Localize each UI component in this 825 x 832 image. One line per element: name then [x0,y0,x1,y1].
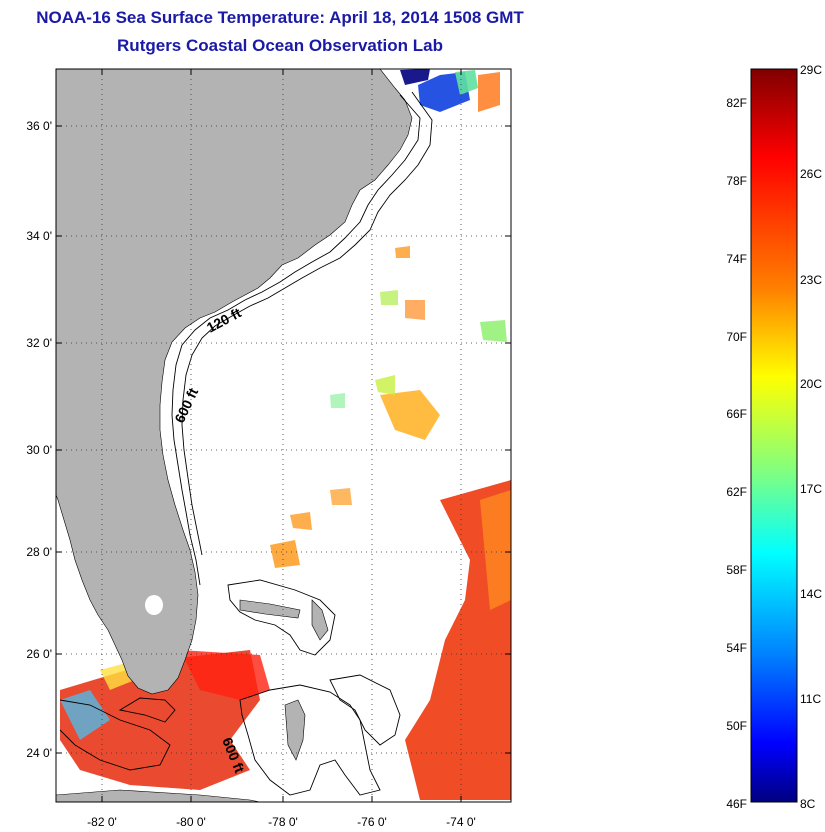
land-abaco [311,599,329,641]
map-ticks [56,69,511,802]
lon-label: -82 0' [87,815,117,829]
colorbar-celsius-labels: 29C 26C 23C 20C 17C 14C 11C 8C [800,63,822,811]
map-title: NOAA-16 Sea Surface Temperature: April 1… [36,8,524,27]
cb-f-label: 54F [726,641,747,655]
map-subtitle: Rutgers Coastal Ocean Observation Lab [117,36,443,55]
lon-label: -80 0' [176,815,206,829]
cb-f-label: 74F [726,252,747,266]
graticule [56,69,511,802]
cb-c-label: 8C [800,797,816,811]
lon-label: -76 0' [357,815,387,829]
cb-f-label: 82F [726,96,747,110]
land-bahamas [284,699,306,761]
lat-label: 32 0' [26,336,52,350]
cb-f-label: 50F [726,719,747,733]
cb-c-label: 17C [800,482,822,496]
lake-okeechobee [145,595,163,615]
lat-label: 36 0' [26,119,52,133]
lat-label: 30 0' [26,443,52,457]
cb-c-label: 29C [800,63,822,77]
land-cuba [56,789,261,802]
cb-c-label: 11C [800,692,821,706]
lon-label: -78 0' [268,815,298,829]
colorbar-fahrenheit-labels: 82F 78F 74F 70F 66F 62F 58F 54F 50F 46F [726,96,747,811]
lat-label: 34 0' [26,229,52,243]
lat-label: 24 0' [26,746,52,760]
lon-label: -74 0' [446,815,476,829]
cb-f-label: 66F [726,407,747,421]
cb-f-label: 58F [726,563,747,577]
latitude-labels: 36 0' 34 0' 32 0' 30 0' 28 0' 26 0' 24 0… [26,119,52,760]
lat-label: 26 0' [26,647,52,661]
colorbar: 82F 78F 74F 70F 66F 62F 58F 54F 50F 46F … [726,63,822,811]
cb-f-label: 46F [726,797,747,811]
cb-c-label: 26C [800,167,822,181]
colorbar-gradient [750,68,798,803]
cb-c-label: 23C [800,273,822,287]
land-grand-bahama [239,599,301,619]
cb-f-label: 70F [726,330,747,344]
bathymetry-contours [59,91,433,796]
sst-pixels [60,69,511,800]
lat-label: 28 0' [26,545,52,559]
cb-c-label: 20C [800,377,822,391]
land-us-coast [56,69,413,695]
cb-f-label: 78F [726,174,747,188]
cb-c-label: 14C [800,587,822,601]
map-panel: 120 ft 600 ft 600 ft [56,69,511,802]
cb-f-label: 62F [726,485,747,499]
longitude-labels: -82 0' -80 0' -78 0' -76 0' -74 0' [87,815,476,829]
